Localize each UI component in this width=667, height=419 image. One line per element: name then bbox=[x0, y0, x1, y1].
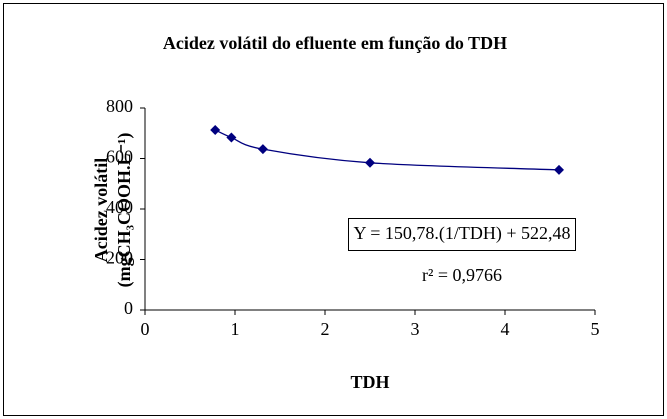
x-tick-label: 1 bbox=[231, 319, 240, 339]
equation-box bbox=[348, 218, 576, 251]
y-axis-label: (mgCH₃COOH.L⁻¹) bbox=[114, 133, 135, 288]
r-squared: r² = 0,9766 bbox=[422, 265, 502, 285]
y-tick-label: 200 bbox=[106, 248, 133, 268]
x-tick-label: 5 bbox=[591, 319, 600, 339]
x-tick-label: 4 bbox=[501, 319, 510, 339]
data-point bbox=[210, 124, 221, 135]
x-tick-label: 0 bbox=[141, 319, 150, 339]
x-tick-label: 3 bbox=[411, 319, 420, 339]
chart-title: Acidez volátil do efluente em função do … bbox=[163, 33, 507, 53]
x-tick-label: 2 bbox=[321, 319, 330, 339]
data-point bbox=[365, 157, 375, 168]
y-tick-label: 800 bbox=[106, 96, 133, 116]
y-axis-label: Acidez volátil bbox=[91, 158, 111, 262]
chart-border bbox=[3, 3, 664, 416]
y-tick-label: 400 bbox=[106, 197, 133, 217]
y-tick-label: 0 bbox=[124, 298, 133, 318]
data-point bbox=[226, 132, 237, 143]
y-tick-label: 600 bbox=[106, 147, 133, 167]
x-axis-label: TDH bbox=[350, 372, 389, 392]
equation: Y = 150,78.(1/TDH) + 522,48 bbox=[353, 223, 570, 244]
data-point bbox=[257, 144, 268, 155]
data-point bbox=[554, 164, 564, 175]
